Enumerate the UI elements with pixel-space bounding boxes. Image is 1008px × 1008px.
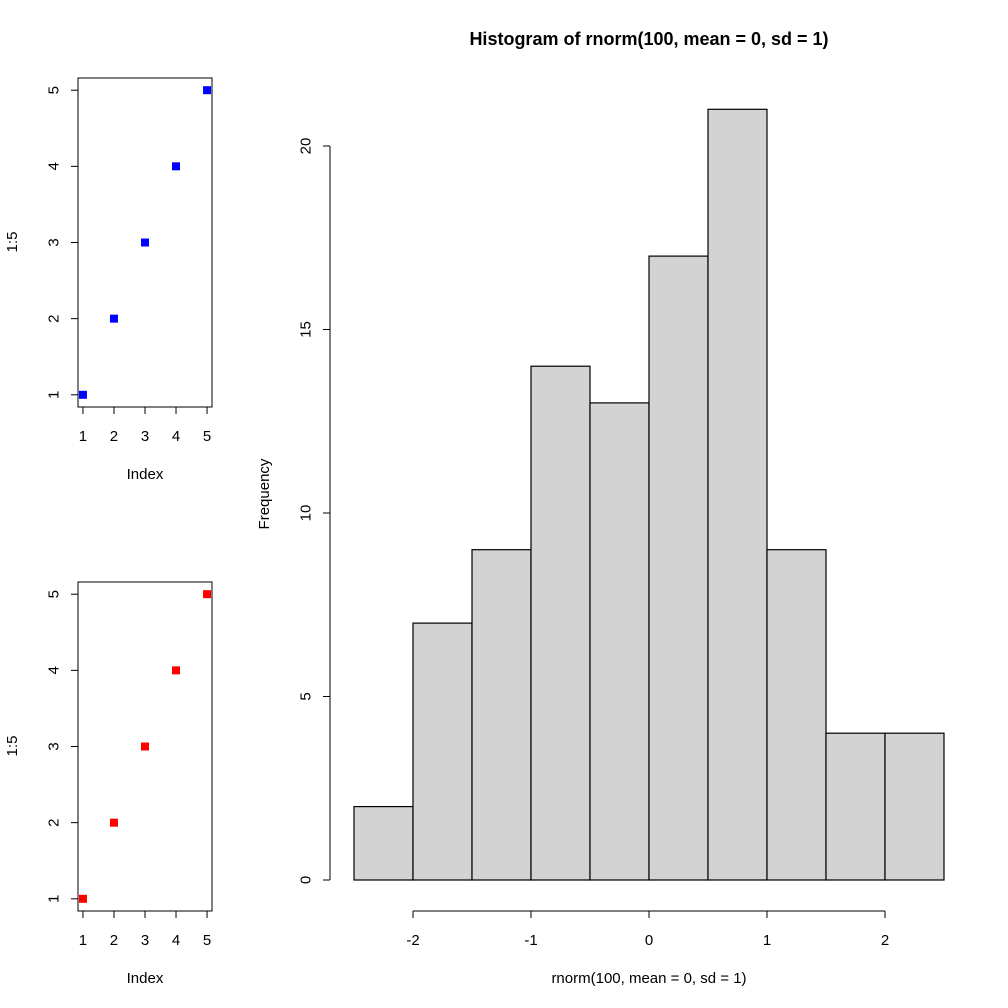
histogram-x-axis: -2 -1 0 1 2 <box>406 910 889 949</box>
scatter-top-y-tick-label: 2 <box>46 314 63 322</box>
histogram-bar <box>471 549 532 881</box>
scatter-top-x-label: Index <box>127 466 164 483</box>
scatter-top-x-tick-label: 4 <box>172 428 180 445</box>
histogram-bar <box>648 255 709 881</box>
histogram-y-tick-label: 15 <box>298 321 315 338</box>
scatter-bottom-y-tick-label: 1 <box>46 895 63 903</box>
scatter-top-x-tick-label: 3 <box>141 428 149 445</box>
histogram-x-tick-label: 2 <box>881 932 889 949</box>
scatter-top-point <box>172 162 181 171</box>
histogram-y-tick-label: 20 <box>298 138 315 155</box>
histogram-bar <box>589 402 650 881</box>
scatter-top-x-axis: 1 2 3 4 5 <box>79 406 211 445</box>
histogram-x-tick-label: -2 <box>406 932 419 949</box>
scatter-bottom-point <box>141 742 149 751</box>
scatter-top-point <box>109 314 118 323</box>
scatter-bottom-point <box>172 666 181 675</box>
scatter-bottom-points <box>78 590 212 903</box>
scatter-bottom-x-label: Index <box>127 970 164 987</box>
histogram-x-tick-label: 1 <box>763 932 771 949</box>
scatter-top-point <box>141 238 149 247</box>
histogram-bar <box>530 365 591 881</box>
histogram-bar <box>412 622 473 881</box>
scatter-bottom-x-axis: 1 2 3 4 5 <box>79 910 211 949</box>
histogram-bar <box>353 805 414 881</box>
histogram-y-tick-label: 0 <box>298 876 315 884</box>
scatter-bottom-point <box>78 894 87 903</box>
scatter-bottom-x-tick-label: 2 <box>110 932 118 949</box>
scatter-bottom-point <box>203 590 212 599</box>
scatter-bottom-y-tick-label: 4 <box>46 666 63 674</box>
scatter-top-x-tick-label: 1 <box>79 428 87 445</box>
histogram-bar <box>825 732 886 881</box>
histogram-x-tick-label: -1 <box>524 932 537 949</box>
histogram-y-axis: 0 5 10 15 20 <box>298 138 331 884</box>
histogram-bars <box>353 108 945 881</box>
scatter-panel-bottom: 1 2 3 4 5 1 2 3 4 5 Index 1:5 <box>4 581 213 987</box>
scatter-top-y-axis: 1 2 3 4 5 <box>46 86 79 399</box>
scatter-top-x-tick-label: 5 <box>203 428 211 445</box>
histogram-y-tick-label: 5 <box>298 692 315 700</box>
scatter-top-point <box>78 390 87 399</box>
scatter-bottom-x-tick-label: 5 <box>203 932 211 949</box>
scatter-bottom-x-tick-label: 3 <box>141 932 149 949</box>
scatter-top-y-tick-label: 4 <box>46 162 63 170</box>
scatter-top-points <box>78 86 212 399</box>
scatter-bottom-point <box>109 818 118 827</box>
scatter-top-y-tick-label: 3 <box>46 238 63 246</box>
scatter-bottom-y-label: 1:5 <box>4 736 21 757</box>
histogram-bar <box>884 732 945 881</box>
histogram-x-label: rnorm(100, mean = 0, sd = 1) <box>551 970 746 987</box>
scatter-top-y-tick-label: 5 <box>46 86 63 94</box>
scatter-top-x-tick-label: 2 <box>110 428 118 445</box>
scatter-bottom-y-tick-label: 3 <box>46 742 63 750</box>
histogram-bar <box>766 549 827 881</box>
histogram-panel: Histogram of rnorm(100, mean = 0, sd = 1… <box>256 29 945 987</box>
scatter-top-point <box>203 86 212 95</box>
histogram-y-tick-label: 10 <box>298 505 315 522</box>
scatter-bottom-y-tick-label: 2 <box>46 818 63 826</box>
histogram-y-label: Frequency <box>256 458 273 529</box>
histogram-x-tick-label: 0 <box>645 932 653 949</box>
scatter-bottom-x-tick-label: 1 <box>79 932 87 949</box>
scatter-bottom-x-tick-label: 4 <box>172 932 180 949</box>
histogram-bar <box>707 108 768 881</box>
scatter-panel-top: 1 2 3 4 5 1 2 3 4 5 Index 1:5 <box>4 77 213 483</box>
scatter-bottom-y-axis: 1 2 3 4 5 <box>46 590 79 903</box>
histogram-title: Histogram of rnorm(100, mean = 0, sd = 1… <box>469 29 828 49</box>
scatter-bottom-y-tick-label: 5 <box>46 590 63 598</box>
scatter-top-y-label: 1:5 <box>4 232 21 253</box>
scatter-top-y-tick-label: 1 <box>46 391 63 399</box>
